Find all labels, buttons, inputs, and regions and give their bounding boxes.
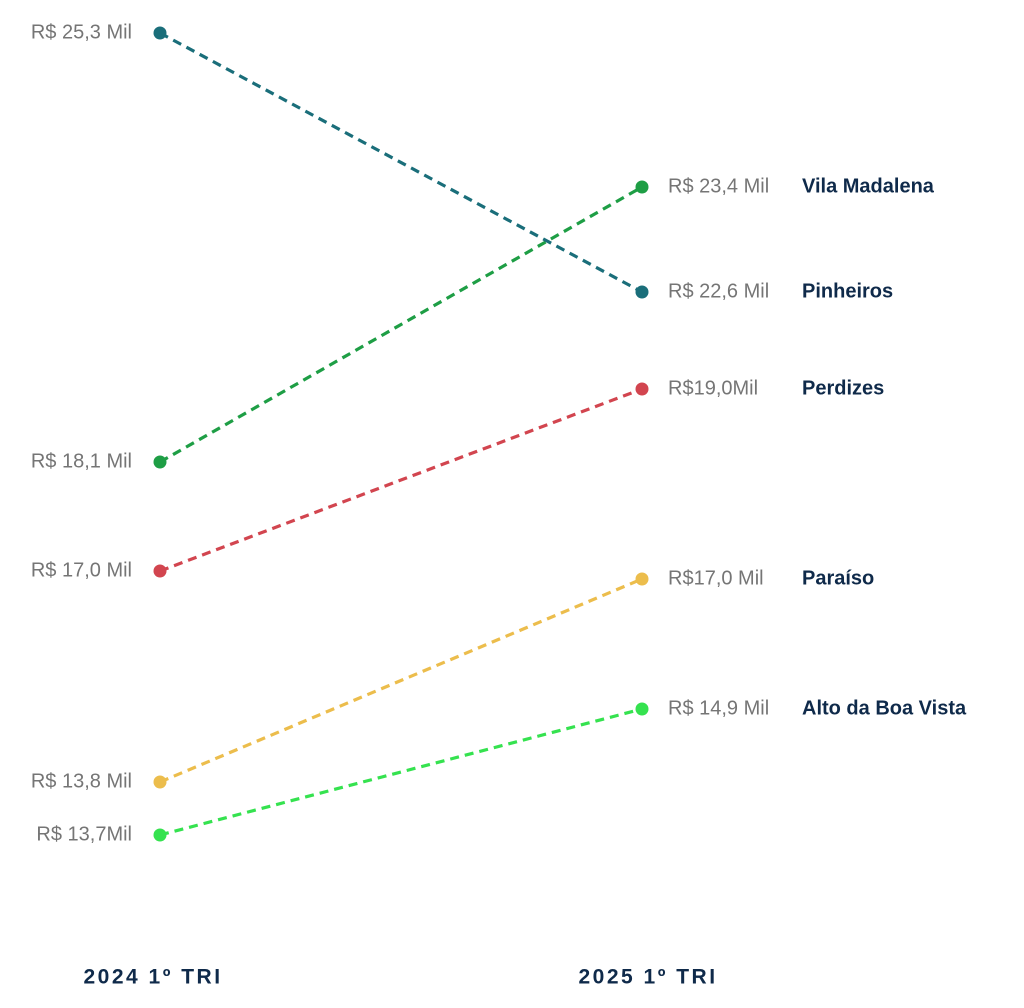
- value-label-perdizes-2024: R$ 17,0 Mil: [31, 559, 132, 581]
- series-lines: [159, 31, 643, 837]
- point-paraiso-2025: [635, 572, 649, 586]
- period-label-2024: 2024 1º TRI: [83, 966, 222, 989]
- point-pinheiros-2024: [153, 26, 167, 40]
- value-label-pinheiros-2025: R$ 22,6 Mil: [668, 280, 769, 302]
- value-label-vila-madalena-2024: R$ 18,1 Mil: [31, 450, 132, 472]
- value-label-pinheiros-2024: R$ 25,3 Mil: [31, 21, 132, 43]
- point-alto-da-boa-vista-2024: [153, 828, 167, 842]
- point-pinheiros-2025: [635, 285, 649, 299]
- point-alto-da-boa-vista-2025: [635, 702, 649, 716]
- series-name-alto-da-boa-vista: Alto da Boa Vista: [802, 697, 967, 719]
- data-labels: R$ 18,1 Mil R$ 23,4 Mil Vila Madalena R$ 25…: [31, 21, 967, 845]
- value-label-vila-madalena-2025: R$ 23,4 Mil: [668, 175, 769, 197]
- point-perdizes-2025: [635, 382, 649, 396]
- series-points: [153, 26, 649, 842]
- point-vila-madalena-2025: [635, 180, 649, 194]
- series-line-vila-madalena: [159, 185, 643, 464]
- series-name-perdizes: Perdizes: [802, 377, 884, 399]
- series-line-paraiso: [159, 577, 643, 784]
- point-paraiso-2024: [153, 775, 167, 789]
- series-line-perdizes: [159, 387, 643, 573]
- series-name-paraiso: Paraíso: [802, 567, 874, 589]
- point-vila-madalena-2024: [153, 455, 167, 469]
- value-label-alto-da-boa-vista-2024: R$ 13,7Mil: [36, 823, 132, 845]
- point-perdizes-2024: [153, 564, 167, 578]
- value-label-paraiso-2024: R$ 13,8 Mil: [31, 770, 132, 792]
- series-line-pinheiros: [159, 31, 643, 294]
- series-line-alto-da-boa-vista: [159, 707, 643, 837]
- value-label-paraiso-2025: R$17,0 Mil: [668, 567, 764, 589]
- value-label-perdizes-2025: R$19,0Mil: [668, 377, 758, 399]
- period-label-2025: 2025 1º TRI: [578, 966, 717, 989]
- series-name-vila-madalena: Vila Madalena: [802, 175, 935, 197]
- value-label-alto-da-boa-vista-2025: R$ 14,9 Mil: [668, 697, 769, 719]
- series-name-pinheiros: Pinheiros: [802, 280, 893, 302]
